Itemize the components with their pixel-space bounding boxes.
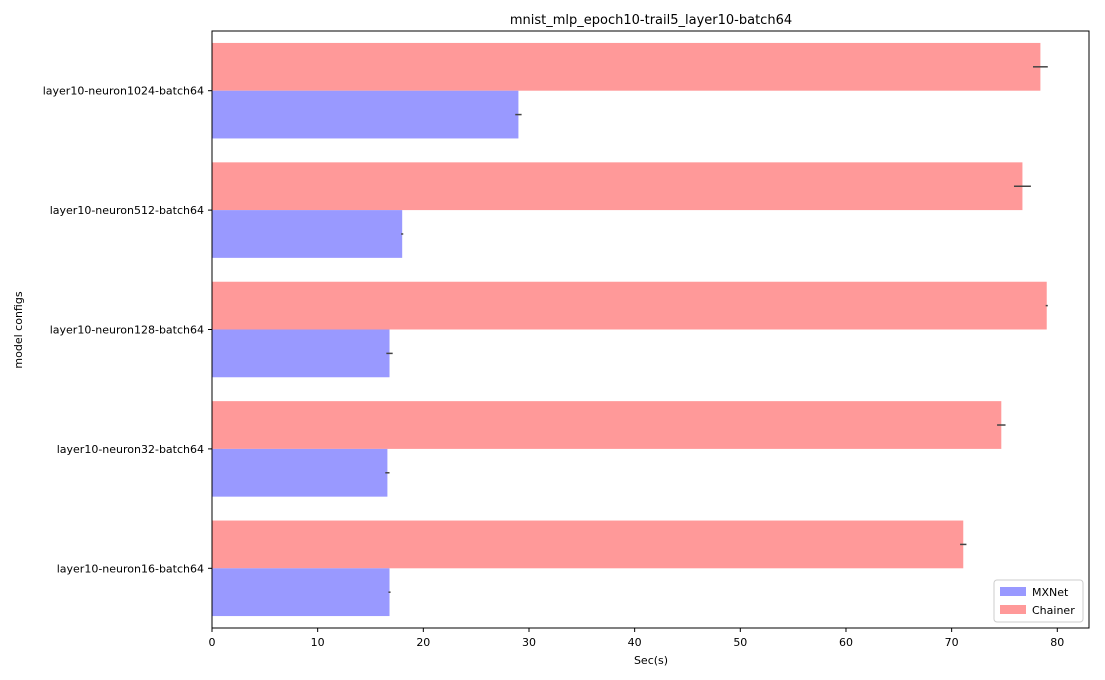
legend-swatch	[1000, 605, 1026, 614]
y-tick-label: layer10-neuron1024-batch64	[43, 85, 204, 98]
bars-layer	[212, 42, 1048, 617]
y-tick-label: layer10-neuron128-batch64	[50, 324, 204, 337]
x-axis-label: Sec(s)	[634, 654, 668, 667]
bar-chainer	[212, 281, 1047, 330]
bar-chainer	[212, 162, 1023, 211]
bar-mxnet	[212, 568, 390, 617]
chart-title: mnist_mlp_epoch10-trail5_layer10-batch64	[510, 13, 792, 28]
y-tick-label: layer10-neuron16-batch64	[57, 562, 204, 575]
x-tick-label: 70	[945, 636, 959, 649]
x-tick-label: 50	[733, 636, 747, 649]
y-axis-label: model configs	[12, 291, 25, 368]
x-tick-label: 30	[522, 636, 536, 649]
x-tick-label: 10	[311, 636, 325, 649]
bar-mxnet	[212, 210, 403, 258]
y-tick-label: layer10-neuron32-batch64	[57, 443, 204, 456]
x-tick-label: 60	[839, 636, 853, 649]
x-tick-label: 0	[209, 636, 216, 649]
bar-chainer	[212, 520, 964, 569]
y-tick-label: layer10-neuron512-batch64	[50, 204, 204, 217]
bar-chainer	[212, 401, 1002, 449]
x-tick-label: 80	[1050, 636, 1064, 649]
x-axis: 0 10 20 30 40 50 60 70 80	[209, 628, 1064, 649]
legend-label: MXNet	[1032, 586, 1069, 599]
bar-mxnet	[212, 448, 388, 497]
bar-chainer	[212, 42, 1041, 91]
legend-swatch	[1000, 587, 1026, 596]
y-axis: layer10-neuron1024-batch64 layer10-neuron…	[43, 85, 212, 575]
bar-mxnet	[212, 329, 390, 378]
x-tick-label: 20	[416, 636, 430, 649]
legend-label: Chainer	[1032, 604, 1075, 617]
legend: MXNet Chainer	[993, 579, 1084, 623]
bar-mxnet	[212, 90, 519, 139]
x-tick-label: 40	[628, 636, 642, 649]
